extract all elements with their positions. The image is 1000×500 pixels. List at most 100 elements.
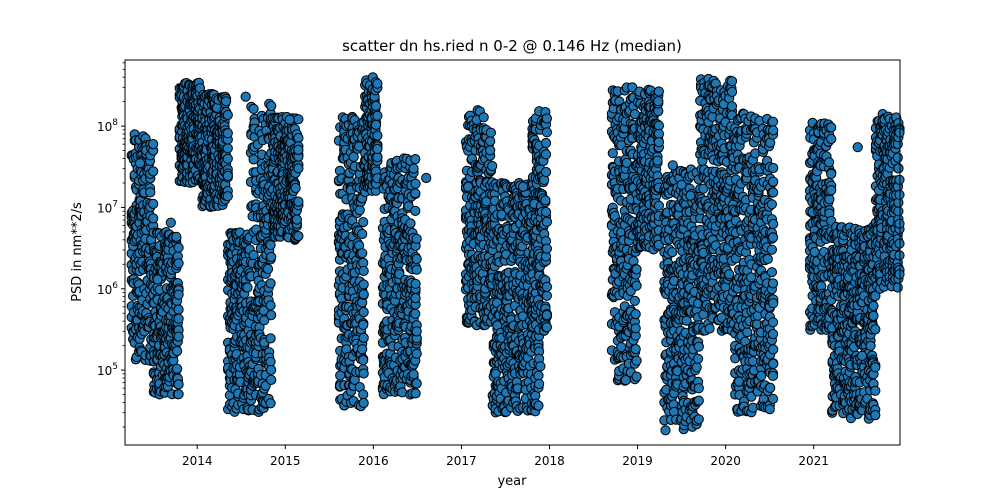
data-point bbox=[148, 166, 159, 177]
data-point bbox=[242, 282, 253, 293]
data-point bbox=[411, 378, 422, 389]
data-point bbox=[266, 100, 277, 112]
data-point bbox=[410, 388, 421, 399]
data-point bbox=[372, 78, 383, 89]
data-point bbox=[540, 166, 552, 178]
data-point bbox=[541, 322, 553, 333]
data-point bbox=[630, 309, 641, 320]
data-point bbox=[631, 264, 642, 275]
data-point bbox=[541, 113, 553, 124]
data-point bbox=[358, 319, 369, 330]
data-point bbox=[358, 368, 369, 379]
data-point bbox=[693, 353, 704, 364]
data-point bbox=[265, 398, 276, 409]
data-point bbox=[222, 153, 233, 164]
data-point bbox=[653, 200, 665, 211]
data-point bbox=[487, 160, 498, 172]
data-point bbox=[631, 355, 642, 366]
data-point bbox=[478, 112, 489, 123]
data-point bbox=[408, 163, 419, 174]
data-point bbox=[248, 103, 259, 115]
data-point bbox=[405, 218, 416, 229]
data-point bbox=[540, 206, 552, 218]
data-point bbox=[540, 195, 551, 206]
data-point bbox=[691, 362, 702, 373]
data-point bbox=[357, 228, 368, 240]
data-point bbox=[411, 348, 422, 359]
data-point bbox=[358, 397, 369, 409]
data-point bbox=[148, 213, 159, 224]
data-point bbox=[726, 101, 738, 112]
data-point bbox=[410, 178, 421, 189]
data-point bbox=[726, 76, 738, 87]
data-point bbox=[358, 355, 369, 366]
data-point bbox=[358, 289, 369, 300]
data-point bbox=[222, 191, 233, 202]
data-point bbox=[222, 109, 233, 121]
data-point bbox=[629, 109, 641, 120]
data-point bbox=[411, 233, 422, 244]
data-point bbox=[358, 265, 369, 277]
scatter-points bbox=[126, 72, 905, 436]
data-point bbox=[221, 96, 232, 107]
data-point bbox=[357, 248, 368, 259]
data-point bbox=[629, 295, 641, 306]
data-point bbox=[357, 344, 368, 355]
data-point bbox=[172, 346, 183, 357]
data-point bbox=[631, 371, 642, 382]
data-point bbox=[248, 250, 259, 261]
data-point bbox=[693, 341, 704, 352]
data-point bbox=[410, 278, 421, 289]
data-point bbox=[410, 293, 421, 304]
data-point bbox=[541, 216, 553, 227]
data-point bbox=[222, 143, 233, 154]
data-point bbox=[541, 127, 553, 138]
data-point bbox=[148, 198, 159, 209]
data-point bbox=[248, 154, 259, 165]
data-point bbox=[653, 96, 664, 107]
data-point bbox=[293, 231, 304, 242]
data-point bbox=[266, 251, 277, 263]
data-point bbox=[145, 187, 156, 198]
data-point bbox=[630, 344, 641, 355]
data-point bbox=[411, 264, 422, 275]
data-point bbox=[534, 378, 545, 390]
data-point bbox=[173, 242, 184, 253]
data-point bbox=[541, 243, 553, 254]
data-point bbox=[265, 300, 276, 311]
data-point bbox=[411, 253, 422, 265]
data-point bbox=[354, 205, 365, 216]
data-point bbox=[266, 310, 277, 321]
data-point bbox=[540, 149, 552, 160]
data-point bbox=[485, 145, 496, 156]
data-point bbox=[607, 148, 618, 159]
data-point bbox=[693, 383, 704, 394]
data-point bbox=[408, 369, 419, 380]
data-point bbox=[358, 389, 369, 400]
data-point bbox=[173, 331, 184, 342]
data-point bbox=[173, 389, 184, 400]
data-point bbox=[222, 128, 233, 139]
data-point bbox=[293, 114, 304, 125]
data-point bbox=[541, 290, 553, 301]
data-point bbox=[266, 374, 277, 385]
data-point bbox=[293, 144, 304, 155]
data-point bbox=[293, 196, 304, 207]
data-point bbox=[370, 100, 382, 112]
data-point bbox=[372, 110, 383, 121]
data-point bbox=[660, 425, 671, 436]
data-point bbox=[370, 119, 382, 130]
data-point bbox=[693, 414, 704, 425]
data-point bbox=[724, 269, 735, 280]
data-point bbox=[411, 326, 422, 337]
data-point bbox=[173, 289, 184, 300]
data-point bbox=[358, 307, 369, 318]
data-point bbox=[410, 205, 421, 216]
data-point bbox=[358, 217, 369, 228]
data-point bbox=[410, 154, 421, 165]
data-point bbox=[704, 323, 715, 334]
data-point bbox=[667, 247, 678, 258]
data-point bbox=[173, 379, 184, 390]
data-point bbox=[372, 130, 383, 141]
